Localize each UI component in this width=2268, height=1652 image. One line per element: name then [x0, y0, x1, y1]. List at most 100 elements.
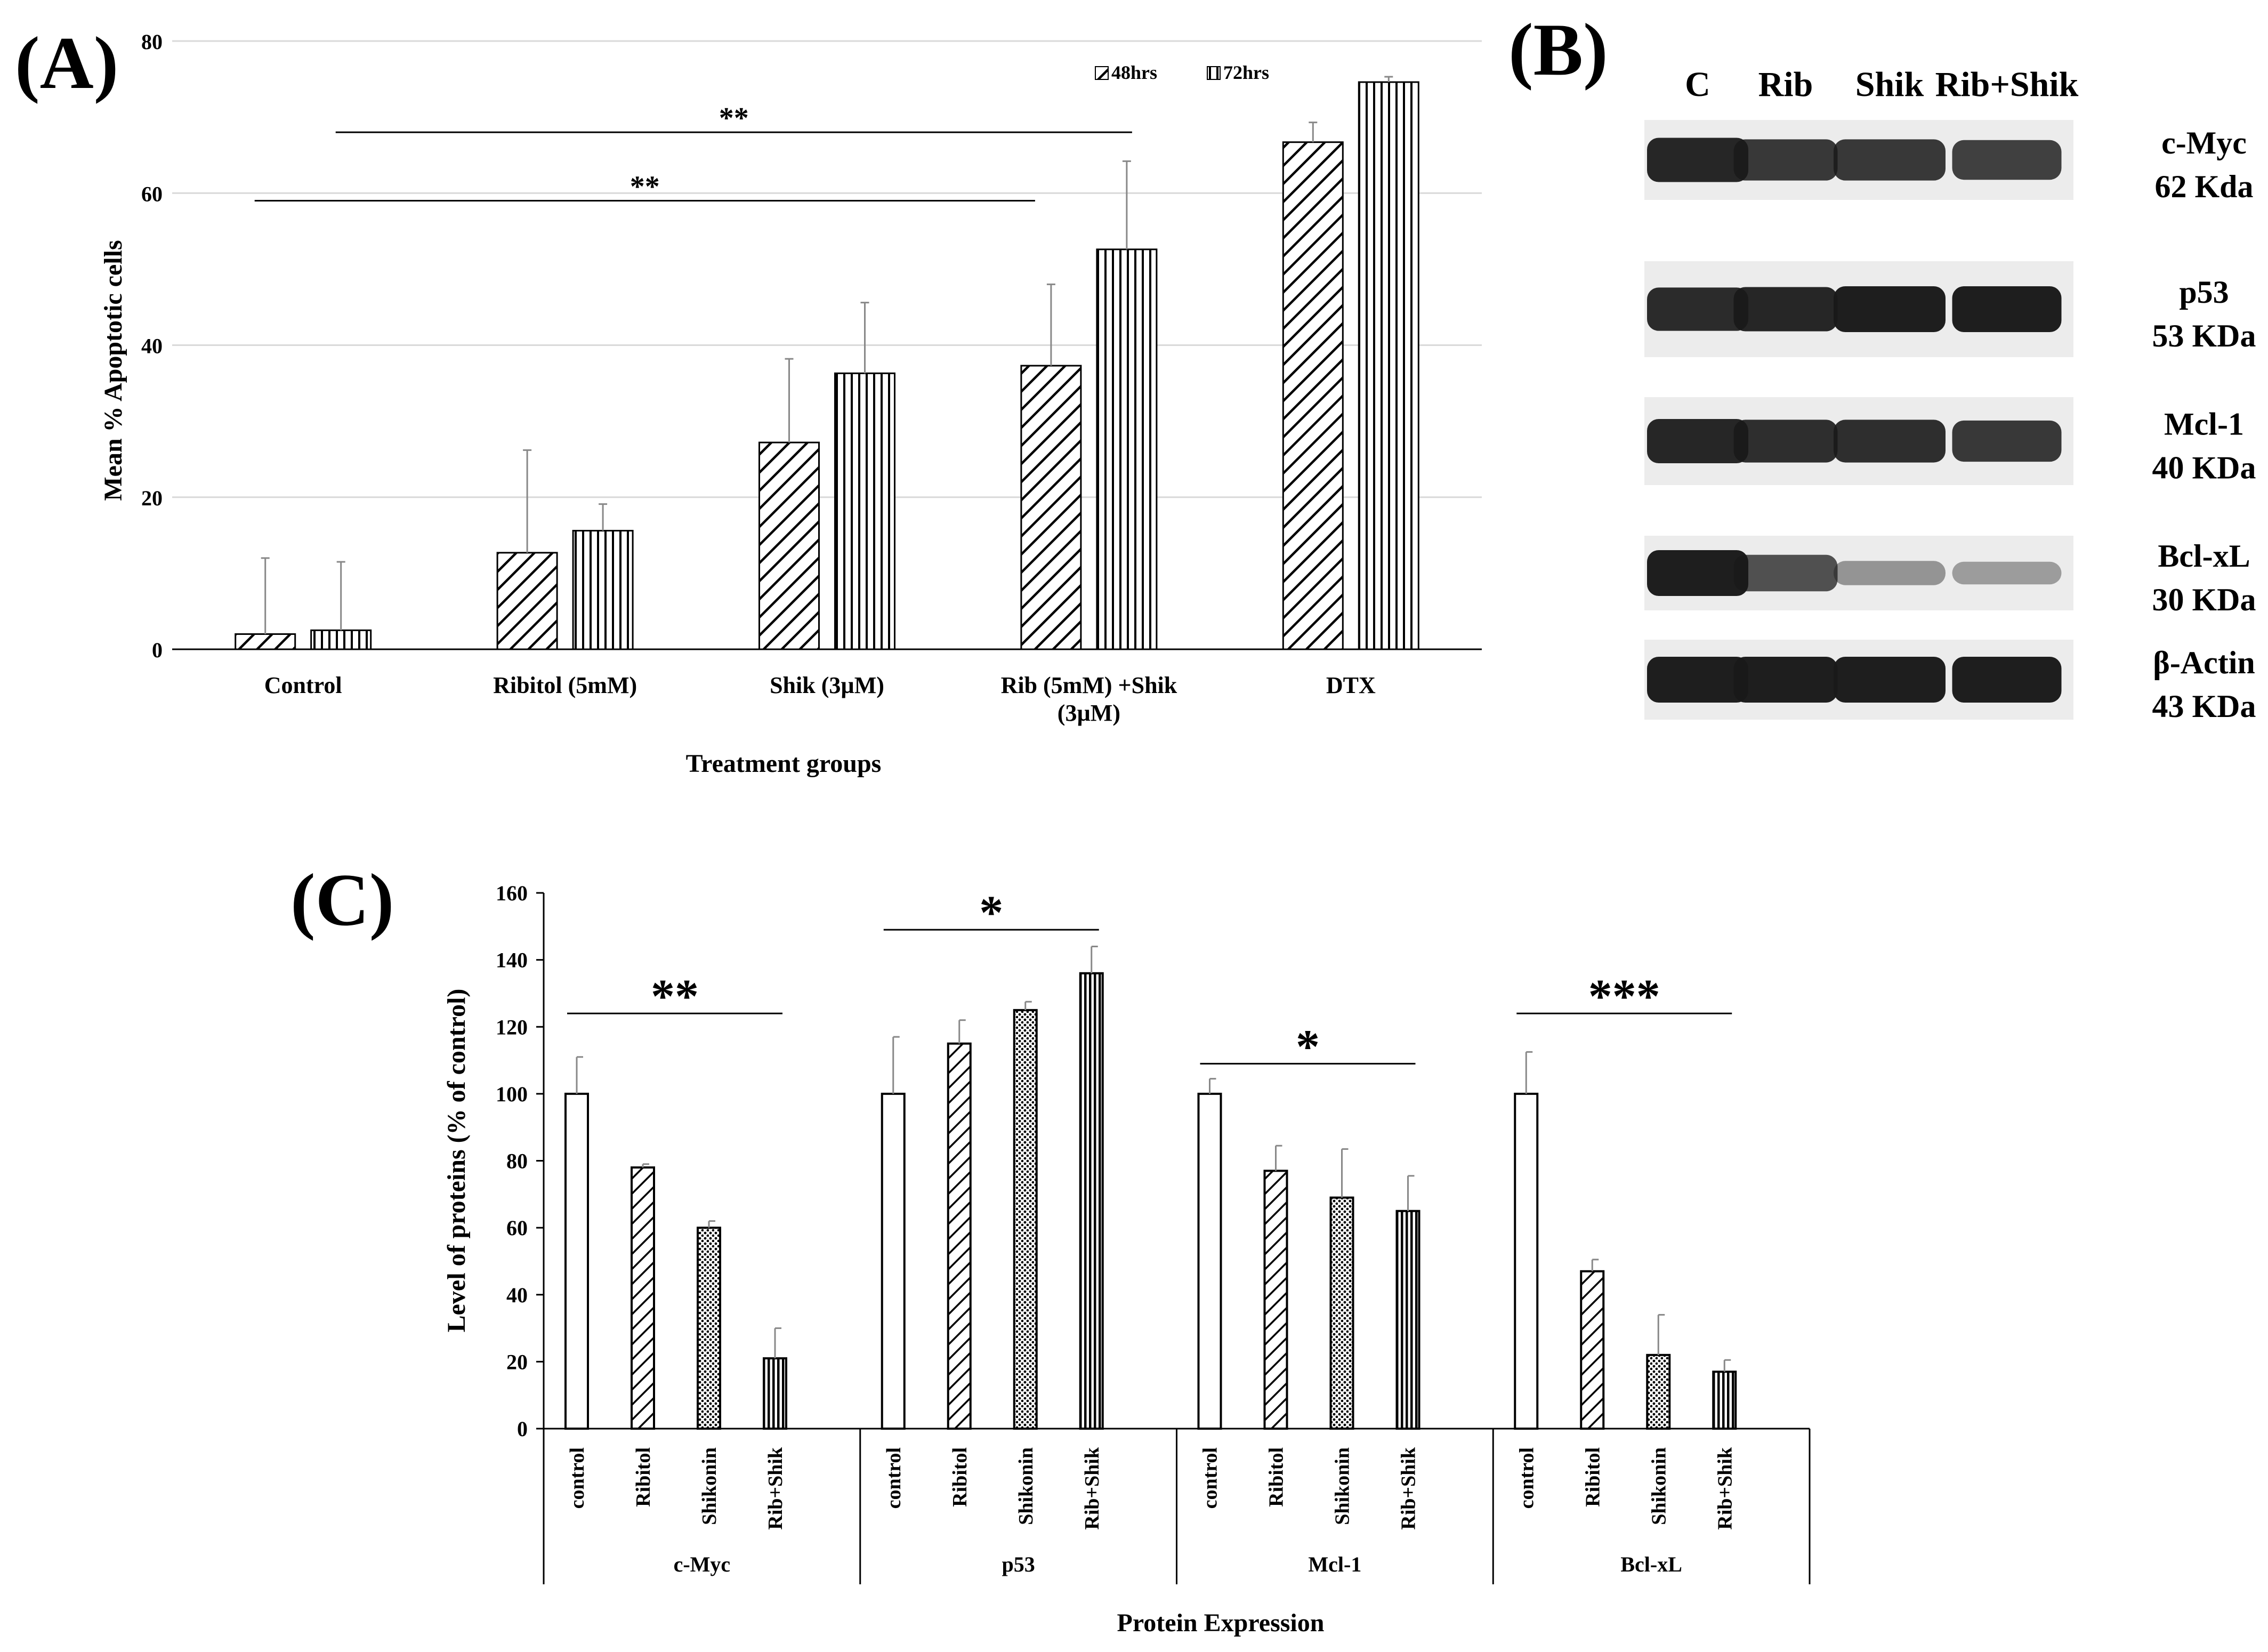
blot-band: [1733, 420, 1838, 463]
y-tick-label: 40: [506, 1283, 528, 1307]
bar-label: Rib+Shik: [1081, 1447, 1103, 1530]
blot-band: [1834, 561, 1946, 585]
y-tick-labels: 0 20 40 60 80 100 120 140 160: [496, 881, 544, 1441]
y-axis-title: Mean % Apoptotic cells: [99, 240, 127, 501]
bars: [235, 76, 1419, 650]
blot-row: c-Myc 62 Kda: [1644, 120, 2254, 204]
blot-row: Mcl-1 40 KDa: [1644, 397, 2256, 486]
lane-label: Rib+Shik: [1935, 65, 2079, 104]
bars: [564, 946, 1737, 1430]
apoptosis-chart: 0 20 40 60 80 Control Ribitol (5mM) Shik (3µM)…: [99, 30, 1482, 778]
bar-rib-shik: [1712, 1371, 1737, 1430]
lane-labels: C Rib Shik Rib+Shik: [1685, 65, 2079, 104]
blot-band: [1647, 657, 1748, 703]
legend-swatch: [1207, 66, 1221, 80]
bar-shikonin: [1013, 1009, 1038, 1430]
bar-label: control: [1515, 1447, 1538, 1509]
significance-label: **: [651, 970, 699, 1023]
blot-band: [1952, 140, 2062, 180]
bar-72hrs: [310, 629, 372, 650]
bar-ribitol: [947, 1042, 972, 1430]
significance-label: *: [1296, 1020, 1320, 1073]
blot-row: β-Actin 43 KDa: [1644, 640, 2256, 724]
bar-ribitol: [1263, 1170, 1288, 1430]
bar-48hrs: [1020, 365, 1082, 650]
blot-band: [1834, 286, 1946, 332]
lane-label: Shik: [1855, 65, 1924, 104]
blot-row-label: Mcl-1 40 KDa: [2152, 407, 2256, 486]
blot-band: [1647, 138, 1748, 182]
bar-control: [564, 1092, 589, 1430]
bar-control: [881, 1092, 906, 1430]
significance-label: ***: [1588, 970, 1660, 1023]
bar-label: Rib+Shik: [764, 1447, 787, 1530]
bar-label: control: [566, 1447, 588, 1509]
group-label: Mcl-1: [1308, 1552, 1361, 1576]
y-tick-label: 0: [517, 1417, 528, 1441]
grid-lines: [172, 40, 1482, 498]
panel-label-a: (A): [15, 22, 118, 104]
y-tick-label: 80: [141, 30, 163, 54]
bar-label: control: [1199, 1447, 1222, 1509]
significance-label: *: [979, 887, 1003, 939]
bar-rib-shik: [763, 1357, 787, 1430]
blot-band: [1952, 286, 2062, 332]
bar-ribitol: [631, 1166, 655, 1430]
blot-band: [1834, 420, 1946, 463]
bar-label: Shikonin: [1648, 1447, 1670, 1525]
x-axis-title: Treatment groups: [686, 750, 882, 778]
western-blot: C Rib Shik Rib+Shik c-Myc 62 Kda p53 53 KDa Mcl…: [1644, 65, 2256, 724]
x-tick-label: Ribitol (5mM): [493, 672, 637, 698]
bar-72hrs: [1358, 81, 1419, 650]
bar-shikonin: [697, 1227, 721, 1430]
bar-rib-shik: [1079, 972, 1104, 1430]
y-tick-label: 40: [141, 334, 163, 358]
bar-labels: control Ribitol Shikonin Rib+Shik control Rib…: [566, 1447, 1736, 1530]
bar-label: Shikonin: [1331, 1447, 1354, 1525]
blot-band: [1952, 561, 2062, 585]
blot-band: [1952, 420, 2062, 462]
y-tick-label: 60: [506, 1216, 528, 1240]
x-tick-label: Shik (3µM): [770, 672, 884, 698]
bar-72hrs: [1096, 248, 1158, 650]
y-tick-label: 120: [496, 1015, 528, 1039]
blot-row: p53 53 KDa: [1644, 261, 2256, 357]
blot-band: [1733, 657, 1838, 703]
y-tick-label: 100: [496, 1082, 528, 1106]
panel-label-c: (C): [290, 859, 394, 941]
x-tick-label: Rib (5mM) +Shik (3µM): [1001, 672, 1177, 726]
y-tick-label: 0: [152, 638, 163, 662]
panel-label-b: (B): [1508, 9, 1608, 91]
significance-label: **: [719, 102, 749, 135]
protein-level-chart: 0 20 40 60 80 100 120 140 160 control Ribitol Shik…: [442, 881, 1811, 1637]
blot-band: [1733, 139, 1838, 181]
y-axis-title: Level of proteins (% of control): [442, 989, 471, 1333]
bar-48hrs: [496, 552, 558, 650]
blot-row-label: c-Myc 62 Kda: [2154, 125, 2253, 204]
blot-rows: c-Myc 62 Kda p53 53 KDa Mcl-1 40 KDa Bcl-xL 30 …: [1644, 120, 2256, 724]
y-tick-label: 140: [496, 948, 528, 972]
bar-rib-shik: [1395, 1210, 1420, 1430]
x-tick-label: Control: [264, 672, 342, 698]
blot-band: [1834, 139, 1946, 181]
group-label: c-Myc: [674, 1552, 731, 1576]
bar-48hrs: [235, 633, 296, 650]
group-label: p53: [1002, 1552, 1035, 1576]
blot-band: [1952, 657, 2062, 703]
legend-swatch: [1095, 66, 1109, 80]
y-tick-label: 160: [496, 881, 528, 905]
bar-control: [1197, 1092, 1222, 1430]
bar-label: Shikonin: [698, 1447, 721, 1525]
blot-band: [1834, 657, 1946, 703]
x-tick-label: DTX: [1326, 672, 1376, 698]
bar-label: Shikonin: [1015, 1447, 1037, 1525]
bar-72hrs: [834, 372, 895, 650]
bar-control: [1514, 1092, 1539, 1430]
lane-label: Rib: [1758, 65, 1813, 104]
legend-label: 72hrs: [1223, 62, 1269, 83]
legend: 48hrs 72hrs: [1095, 62, 1269, 83]
bar-label: Ribitol: [1265, 1447, 1288, 1507]
bar-label: Ribitol: [949, 1447, 971, 1507]
bar-shikonin: [1646, 1353, 1671, 1430]
